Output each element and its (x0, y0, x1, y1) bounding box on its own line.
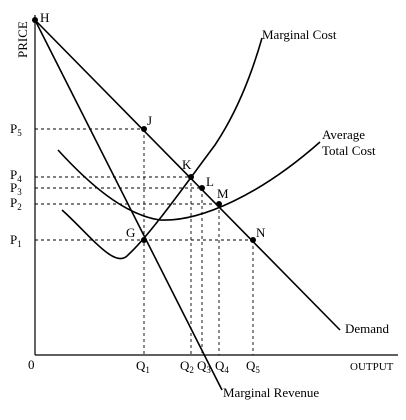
quantity-label-q5: Q5 (246, 358, 260, 375)
quantity-label-q4: Q4 (215, 358, 229, 375)
label-g: G (126, 225, 135, 240)
point-m (216, 201, 222, 207)
point-j (141, 126, 147, 132)
label-n: N (256, 225, 266, 240)
point-h (32, 17, 38, 23)
quantity-label-q1: Q1 (136, 358, 150, 375)
point-k (188, 174, 194, 180)
label-k: K (182, 157, 192, 172)
marginal-cost-curve (61, 37, 263, 260)
label-l: L (206, 174, 214, 189)
point-g (141, 237, 147, 243)
label-j: J (147, 113, 152, 128)
point-n (250, 237, 256, 243)
price-label-p1: P1 (10, 232, 22, 249)
average-total-cost-label-line1: Average (322, 127, 365, 142)
price-label-p2: P2 (10, 195, 22, 212)
point-l (199, 185, 205, 191)
price-label-p3: P3 (10, 180, 22, 197)
price-label-p4: P4 (10, 167, 22, 184)
average-total-cost-label-line2: Total Cost (322, 143, 376, 158)
label-m: M (217, 186, 229, 201)
demand-curve (34, 19, 341, 331)
price-label-p5: P5 (10, 121, 22, 138)
marginal-cost-label: Marginal Cost (262, 27, 337, 42)
x-axis-title: OUTPUT (350, 361, 394, 373)
marginal-revenue-curve (34, 19, 223, 391)
demand-label: Demand (345, 321, 390, 336)
quantity-label-q3: Q3 (197, 358, 211, 375)
origin-label: 0 (28, 357, 35, 372)
quantity-label-q2: Q2 (180, 358, 194, 375)
label-h: H (40, 10, 49, 25)
marginal-revenue-label: Marginal Revenue (223, 385, 319, 400)
average-total-cost-curve (57, 141, 321, 221)
y-axis-title: PRICE (15, 21, 30, 58)
